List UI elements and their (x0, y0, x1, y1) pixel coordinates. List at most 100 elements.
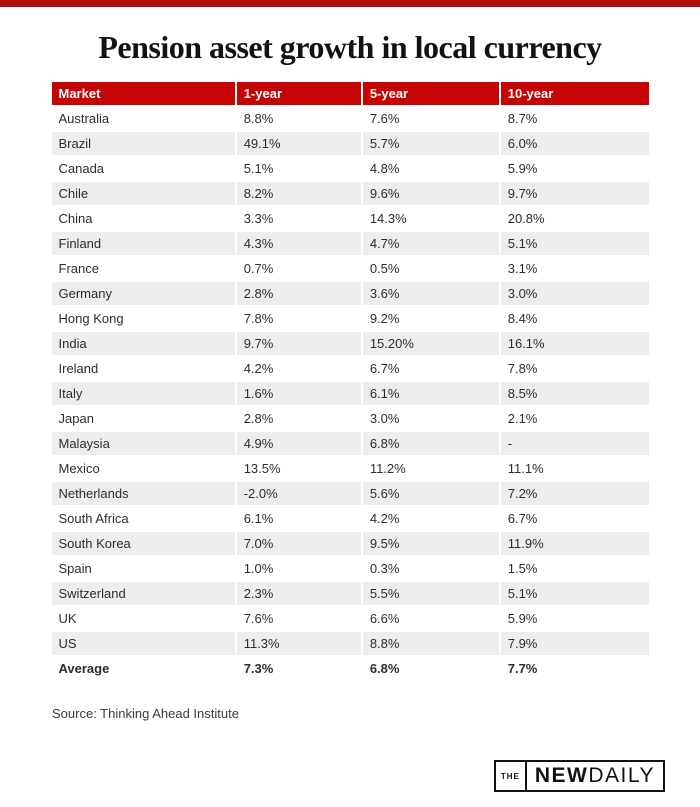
column-header-1-year: 1-year (236, 82, 361, 105)
value-cell: 8.4% (500, 307, 649, 330)
value-cell: 4.9% (236, 432, 361, 455)
value-cell: 6.7% (500, 507, 649, 530)
value-cell: 11.2% (362, 457, 499, 480)
table-row: Italy 1.6% 6.1% 8.5% (51, 382, 649, 405)
value-cell: 5.1% (236, 157, 361, 180)
value-cell: 11.9% (500, 532, 649, 555)
value-cell: 6.1% (236, 507, 361, 530)
market-cell: Australia (51, 107, 235, 130)
table-row: Netherlands -2.0% 5.6% 7.2% (51, 482, 649, 505)
value-cell: 7.3% (236, 657, 361, 680)
value-cell: 9.5% (362, 532, 499, 555)
value-cell: 2.8% (236, 407, 361, 430)
value-cell: 4.2% (362, 507, 499, 530)
market-cell: France (51, 257, 235, 280)
table-row: South Korea 7.0% 9.5% 11.9% (51, 532, 649, 555)
value-cell: 5.6% (362, 482, 499, 505)
value-cell: 3.0% (362, 407, 499, 430)
market-cell: US (51, 632, 235, 655)
value-cell: 7.6% (362, 107, 499, 130)
market-cell: UK (51, 607, 235, 630)
market-cell: Average (51, 657, 235, 680)
value-cell: 4.7% (362, 232, 499, 255)
market-cell: South Korea (51, 532, 235, 555)
table-row: Hong Kong 7.8% 9.2% 8.4% (51, 307, 649, 330)
market-cell: Chile (51, 182, 235, 205)
table-row: Australia 8.8% 7.6% 8.7% (51, 107, 649, 130)
market-cell: Japan (51, 407, 235, 430)
value-cell: 6.6% (362, 607, 499, 630)
market-cell: Mexico (51, 457, 235, 480)
logo-the-label: THE (496, 762, 527, 790)
value-cell: 49.1% (236, 132, 361, 155)
logo-new-label: NEW (534, 764, 589, 787)
column-header-market: Market (51, 82, 235, 105)
value-cell: 9.7% (500, 182, 649, 205)
table-row: Spain 1.0% 0.3% 1.5% (51, 557, 649, 580)
table-row: Canada 5.1% 4.8% 5.9% (51, 157, 649, 180)
value-cell: 3.1% (500, 257, 649, 280)
table-row: Switzerland 2.3% 5.5% 5.1% (51, 582, 649, 605)
top-accent-bar (0, 0, 700, 7)
table-row: Mexico 13.5% 11.2% 11.1% (51, 457, 649, 480)
market-cell: Brazil (51, 132, 235, 155)
value-cell: 16.1% (500, 332, 649, 355)
value-cell: 5.7% (362, 132, 499, 155)
table-row: France 0.7% 0.5% 3.1% (51, 257, 649, 280)
table-row: Chile 8.2% 9.6% 9.7% (51, 182, 649, 205)
source-attribution: Source: Thinking Ahead Institute (52, 706, 239, 721)
value-cell: 6.8% (362, 657, 499, 680)
value-cell: - (500, 432, 649, 455)
value-cell: 9.2% (362, 307, 499, 330)
logo-daily-label: DAILY (588, 764, 655, 787)
market-cell: Netherlands (51, 482, 235, 505)
value-cell: 8.8% (236, 107, 361, 130)
value-cell: 2.1% (500, 407, 649, 430)
value-cell: 8.7% (500, 107, 649, 130)
value-cell: 7.8% (500, 357, 649, 380)
logo-wordmark: NEW DAILY (527, 762, 663, 790)
value-cell: 0.7% (236, 257, 361, 280)
table-row: South Africa 6.1% 4.2% 6.7% (51, 507, 649, 530)
value-cell: 2.3% (236, 582, 361, 605)
value-cell: 7.2% (500, 482, 649, 505)
market-cell: Malaysia (51, 432, 235, 455)
value-cell: 6.7% (362, 357, 499, 380)
table-row: Malaysia 4.9% 6.8% - (51, 432, 649, 455)
table-row: Average 7.3% 6.8% 7.7% (51, 657, 649, 680)
value-cell: 1.6% (236, 382, 361, 405)
value-cell: 5.9% (500, 607, 649, 630)
value-cell: 5.1% (500, 582, 649, 605)
value-cell: 3.6% (362, 282, 499, 305)
value-cell: 5.9% (500, 157, 649, 180)
value-cell: 0.5% (362, 257, 499, 280)
page-title: Pension asset growth in local currency (98, 29, 602, 65)
value-cell: 4.8% (362, 157, 499, 180)
market-cell: India (51, 332, 235, 355)
value-cell: 14.3% (362, 207, 499, 230)
value-cell: 5.1% (500, 232, 649, 255)
value-cell: 3.3% (236, 207, 361, 230)
value-cell: 8.2% (236, 182, 361, 205)
value-cell: 5.5% (362, 582, 499, 605)
market-cell: Finland (51, 232, 235, 255)
market-cell: Hong Kong (51, 307, 235, 330)
pension-growth-table: Market 1-year 5-year 10-year Australia 8.… (50, 80, 651, 682)
value-cell: 8.5% (500, 382, 649, 405)
table-row: Finland 4.3% 4.7% 5.1% (51, 232, 649, 255)
logo-row: THE NEW DAILY (0, 760, 700, 792)
market-cell: Spain (51, 557, 235, 580)
market-cell: China (51, 207, 235, 230)
value-cell: 11.1% (500, 457, 649, 480)
value-cell: 0.3% (362, 557, 499, 580)
table-row: India 9.7% 15.20% 16.1% (51, 332, 649, 355)
value-cell: 15.20% (362, 332, 499, 355)
value-cell: 9.6% (362, 182, 499, 205)
value-cell: 7.0% (236, 532, 361, 555)
value-cell: 20.8% (500, 207, 649, 230)
table-row: Japan 2.8% 3.0% 2.1% (51, 407, 649, 430)
value-cell: 6.0% (500, 132, 649, 155)
market-cell: Germany (51, 282, 235, 305)
table-header-row: Market 1-year 5-year 10-year (51, 82, 649, 105)
value-cell: 7.7% (500, 657, 649, 680)
